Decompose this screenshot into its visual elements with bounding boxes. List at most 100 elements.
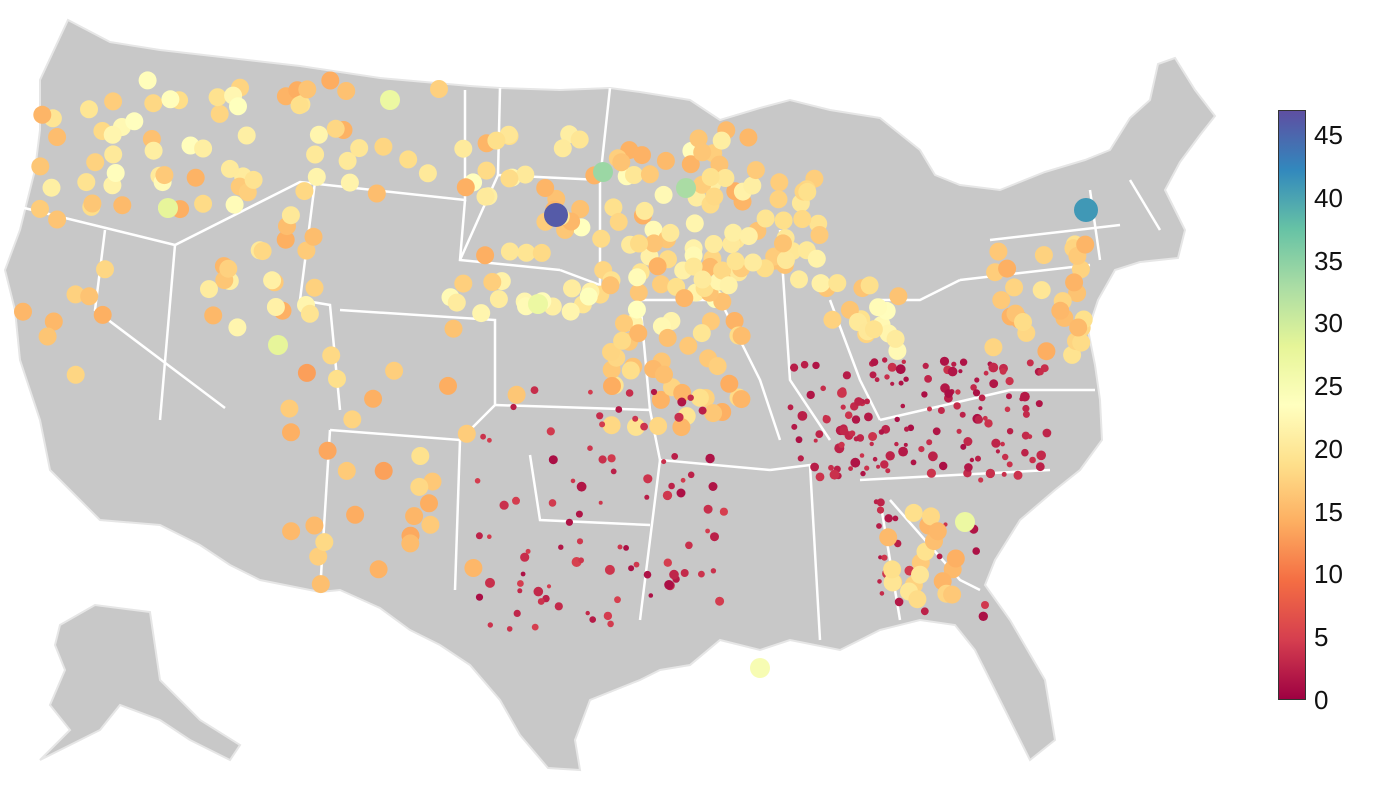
site-marker: [655, 365, 673, 384]
site-marker: [338, 151, 357, 170]
site-marker: [687, 394, 694, 401]
site-marker: [66, 365, 85, 384]
site-marker: [903, 442, 908, 447]
site-marker: [972, 389, 981, 397]
site-marker: [487, 622, 493, 628]
site-marker: [530, 386, 539, 394]
site-marker: [1065, 273, 1084, 292]
site-marker: [874, 377, 880, 383]
site-marker: [829, 469, 840, 480]
site-marker: [585, 610, 590, 616]
site-marker: [851, 415, 861, 424]
site-marker: [972, 547, 980, 555]
site-marker: [104, 145, 123, 164]
site-marker: [864, 398, 870, 405]
site-marker: [633, 146, 651, 165]
site-marker: [474, 478, 481, 484]
site-marker: [520, 552, 530, 562]
site-marker: [939, 461, 948, 471]
site-marker: [298, 80, 317, 99]
site-marker: [1022, 404, 1030, 413]
site-marker: [517, 580, 524, 587]
site-marker: [528, 294, 548, 314]
site-marker: [813, 438, 818, 443]
site-marker: [793, 210, 812, 228]
site-marker: [676, 178, 696, 198]
site-marker: [984, 338, 1003, 357]
site-marker: [499, 500, 509, 510]
site-marker: [305, 516, 324, 535]
site-marker: [953, 402, 961, 410]
site-marker: [806, 390, 815, 400]
site-marker: [713, 292, 732, 311]
site-marker: [621, 361, 640, 380]
site-marker: [374, 137, 393, 156]
site-marker: [614, 596, 621, 604]
site-marker: [220, 159, 239, 178]
site-marker: [263, 271, 282, 290]
site-marker: [864, 412, 873, 422]
site-marker: [644, 494, 650, 500]
colorbar-tick-label: 30: [1314, 308, 1343, 339]
site-marker: [295, 182, 314, 201]
site-marker: [719, 507, 729, 516]
site-marker: [822, 414, 829, 421]
site-marker: [322, 346, 341, 365]
site-marker: [343, 410, 362, 429]
site-marker: [1034, 246, 1053, 265]
site-marker: [364, 389, 383, 408]
site-marker: [869, 371, 877, 379]
site-marker: [1027, 434, 1033, 439]
site-marker: [978, 611, 988, 621]
site-marker: [225, 195, 244, 214]
site-marker: [848, 466, 853, 471]
site-marker: [548, 499, 557, 507]
site-marker: [680, 477, 686, 483]
site-marker: [974, 415, 984, 424]
site-marker: [475, 593, 484, 601]
site-marker: [86, 153, 105, 172]
site-marker: [311, 575, 330, 594]
site-marker: [575, 510, 583, 518]
site-marker: [520, 571, 526, 577]
site-marker: [872, 456, 878, 462]
site-marker: [1063, 345, 1082, 364]
site-marker: [489, 290, 508, 309]
site-marker: [268, 335, 288, 355]
site-marker: [596, 412, 604, 420]
site-marker: [290, 96, 309, 115]
site-marker: [924, 375, 932, 383]
map-svg: [3, 18, 1217, 772]
site-marker: [877, 579, 882, 584]
site-marker: [690, 388, 709, 407]
site-marker: [790, 363, 799, 372]
site-marker: [989, 242, 1008, 261]
site-marker: [1001, 471, 1007, 477]
site-marker: [648, 593, 654, 598]
site-marker: [944, 389, 954, 398]
site-marker: [882, 357, 888, 363]
site-marker: [125, 112, 144, 131]
site-marker: [208, 88, 227, 107]
site-marker: [80, 287, 99, 306]
site-marker: [602, 343, 620, 361]
site-marker: [1076, 235, 1095, 254]
site-marker: [640, 422, 648, 431]
site-marker: [959, 411, 966, 418]
site-marker: [554, 602, 563, 611]
site-marker: [553, 139, 572, 158]
site-marker: [904, 503, 923, 522]
site-marker: [1037, 368, 1044, 376]
site-marker: [629, 283, 648, 302]
site-marker: [663, 558, 672, 567]
site-marker: [610, 468, 617, 475]
site-marker: [668, 482, 675, 490]
site-marker: [613, 331, 632, 350]
site-marker: [960, 443, 967, 450]
site-marker: [887, 362, 897, 372]
site-marker: [300, 304, 319, 323]
site-marker: [138, 71, 157, 90]
site-marker: [104, 92, 123, 111]
site-marker: [677, 397, 687, 407]
site-marker: [868, 432, 878, 441]
